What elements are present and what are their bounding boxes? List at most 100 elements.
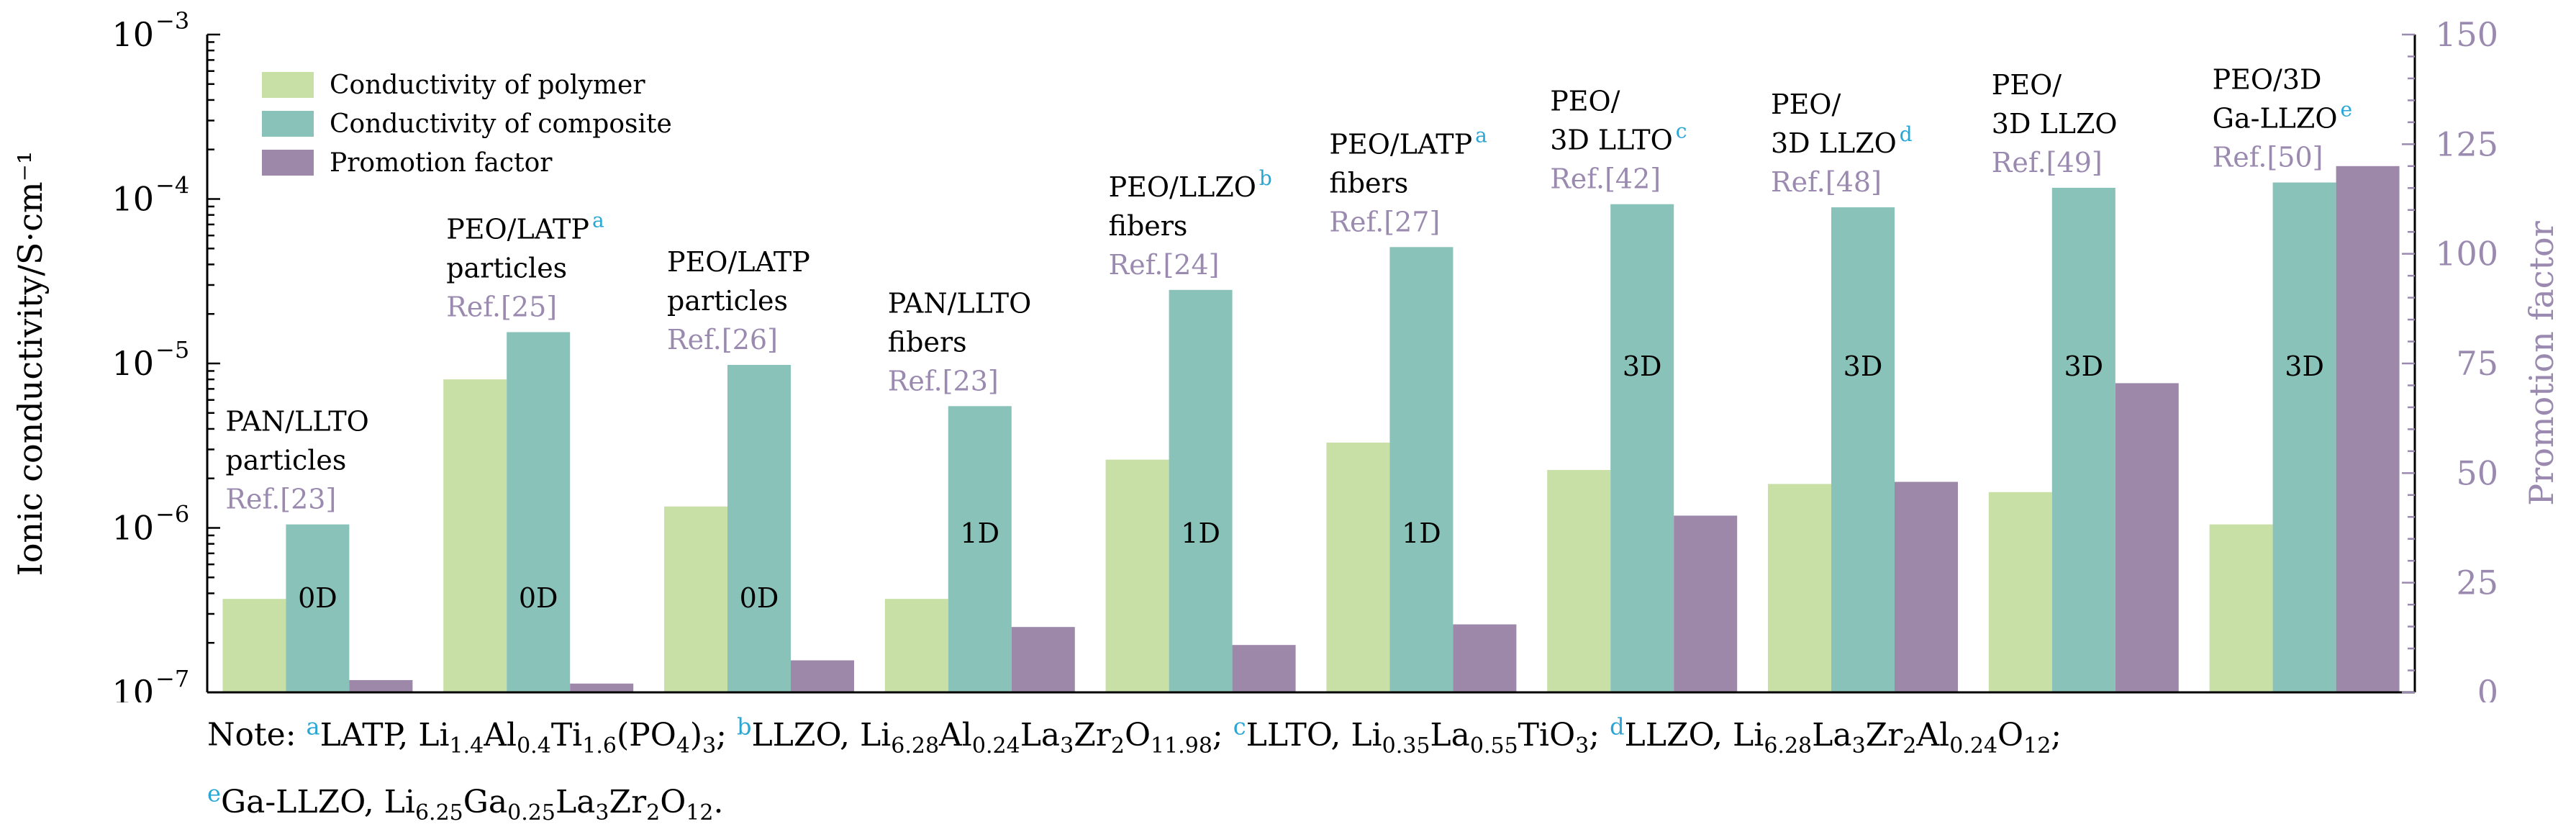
bar-composite-2 bbox=[507, 332, 571, 692]
bar-promotion-2 bbox=[570, 683, 634, 692]
axes-layer: 10−710−610−510−410 −30255075100125150Ioni… bbox=[11, 7, 2561, 702]
bar-composite-5 bbox=[1169, 289, 1233, 692]
bar-polymer-1 bbox=[222, 599, 286, 692]
group-ref-4: Ref.[23] bbox=[888, 365, 999, 397]
note-prefix: Note: bbox=[207, 716, 307, 754]
right-tick-label-2: 50 bbox=[2456, 453, 2498, 492]
bar-composite-3 bbox=[727, 365, 791, 692]
bar-polymer-5 bbox=[1105, 459, 1169, 692]
bar-composite-8 bbox=[1831, 207, 1895, 692]
bar-promotion-5 bbox=[1232, 645, 1296, 692]
bar-polymer-2 bbox=[443, 379, 507, 692]
legend-swatch-2 bbox=[262, 111, 314, 137]
left-tick-label-3: 10 bbox=[112, 180, 154, 219]
right-tick-label-0: 0 bbox=[2477, 673, 2498, 702]
left-tick-exp-2: −5 bbox=[155, 336, 189, 363]
group-label-line2-1: particles bbox=[225, 445, 346, 476]
group-ref-10: Ref.[50] bbox=[2213, 142, 2323, 173]
group-ref-6: Ref.[27] bbox=[1329, 206, 1440, 237]
group-label-line2-4: fibers bbox=[888, 326, 967, 358]
group-label-line1-10: PEO/3D bbox=[2213, 64, 2322, 96]
bar-polymer-8 bbox=[1768, 484, 1831, 692]
group-label-line1-9: PEO/ bbox=[1992, 69, 2062, 101]
right-tick-label-3: 75 bbox=[2456, 344, 2498, 383]
left-tick-exp-0: −7 bbox=[155, 665, 189, 692]
group-ref-7: Ref.[42] bbox=[1550, 163, 1661, 195]
bar-promotion-8 bbox=[1895, 481, 1958, 692]
group-label-line2-2: particles bbox=[446, 253, 567, 284]
bar-composite-4 bbox=[948, 406, 1012, 692]
bar-composite-9 bbox=[2051, 187, 2115, 692]
dimension-label-4: 1D bbox=[960, 517, 999, 549]
right-tick-label-6: 150 bbox=[2435, 15, 2498, 54]
left-tick-exp-4: −3 bbox=[155, 7, 189, 35]
bar-composite-6 bbox=[1389, 247, 1453, 693]
group-ref-1: Ref.[23] bbox=[225, 484, 336, 515]
legend: Conductivity of polymer Conductivity of c… bbox=[262, 71, 672, 178]
right-tick-label-4: 100 bbox=[2435, 235, 2498, 273]
note-item-a: aLATP, Li1.4Al0.4Ti1.6(PO4)3; bbox=[306, 712, 737, 759]
group-label-line1-5: PEO/LLZO b bbox=[1109, 166, 1272, 203]
dimension-label-7: 3D bbox=[1623, 350, 1662, 382]
dimension-label-8: 3D bbox=[1843, 350, 1883, 382]
legend-label-2: Conductivity of composite bbox=[330, 109, 672, 139]
group-label-sup-5: b bbox=[1259, 166, 1272, 190]
note-item-d: dLLZO, Li6.28La3Zr2Al0.24O12; bbox=[1610, 712, 2062, 759]
note-item-b: bLLZO, Li6.28Al0.24La3Zr2O11.98; bbox=[736, 712, 1233, 759]
bars-layer bbox=[222, 166, 2400, 693]
group-label-line1-1: PAN/LLTO bbox=[225, 406, 368, 438]
y-axis-title: Ionic conductivity/S·cm⁻¹ bbox=[11, 151, 50, 576]
group-label-sup-10: e bbox=[2340, 98, 2352, 122]
group-label-sup-8: d bbox=[1900, 122, 1913, 146]
bar-promotion-7 bbox=[1674, 515, 1738, 692]
bar-polymer-4 bbox=[884, 599, 948, 692]
group-ref-2: Ref.[25] bbox=[446, 291, 557, 323]
bar-promotion-6 bbox=[1453, 624, 1517, 692]
bar-promotion-4 bbox=[1011, 627, 1075, 692]
group-label-line2-3: particles bbox=[667, 285, 788, 317]
bar-polymer-10 bbox=[2209, 524, 2273, 692]
group-label-line2-9: 3D LLZO bbox=[1992, 108, 2118, 140]
bar-promotion-9 bbox=[2115, 383, 2179, 692]
bar-polymer-7 bbox=[1547, 470, 1611, 692]
left-tick-exp-1: −6 bbox=[155, 501, 189, 528]
dimension-label-2: 0D bbox=[519, 582, 558, 614]
bar-promotion-10 bbox=[2336, 166, 2400, 693]
legend-swatch-1 bbox=[262, 72, 314, 98]
note-item-e: eGa-LLZO, Li6.25Ga0.25La3Zr2O12. bbox=[207, 779, 724, 825]
footnote: Note: aLATP, Li1.4Al0.4Ti1.6(PO4)3; bLLZ… bbox=[207, 702, 2567, 837]
group-label-line1-2: PEO/LATP a bbox=[446, 209, 604, 245]
left-tick-exp-3: −4 bbox=[155, 172, 189, 199]
bar-polymer-3 bbox=[664, 506, 727, 692]
legend-label-3: Promotion factor bbox=[330, 148, 553, 178]
left-tick-label-2: 10 bbox=[112, 344, 154, 383]
bar-promotion-3 bbox=[791, 660, 854, 692]
bar-polymer-6 bbox=[1326, 443, 1390, 692]
dimension-label-3: 0D bbox=[740, 582, 779, 614]
dimension-label-1: 0D bbox=[298, 582, 337, 614]
group-label-line1-7: PEO/ bbox=[1550, 86, 1620, 117]
group-label-line1-6: PEO/LATP a bbox=[1329, 123, 1487, 160]
group-ref-5: Ref.[24] bbox=[1109, 249, 1220, 281]
right-tick-label-1: 25 bbox=[2456, 564, 2498, 602]
dimension-label-6: 1D bbox=[1402, 517, 1441, 549]
group-label-sup-6: a bbox=[1475, 123, 1487, 147]
group-label-line2-5: fibers bbox=[1109, 210, 1188, 242]
group-label-line1-3: PEO/LATP bbox=[667, 246, 810, 278]
dimension-label-9: 3D bbox=[2064, 350, 2103, 382]
group-label-line1-8: PEO/ bbox=[1771, 89, 1841, 120]
group-label-sup-2: a bbox=[592, 209, 604, 232]
group-ref-9: Ref.[49] bbox=[1992, 147, 2103, 178]
left-tick-label-4: 10 bbox=[112, 15, 154, 54]
right-tick-label-5: 125 bbox=[2435, 125, 2498, 163]
left-tick-label-1: 10 bbox=[112, 509, 154, 548]
bar-composite-10 bbox=[2272, 182, 2336, 693]
legend-label-1: Conductivity of polymer bbox=[330, 71, 645, 100]
bar-composite-1 bbox=[286, 524, 350, 692]
dimension-label-10: 3D bbox=[2285, 350, 2324, 382]
note-item-c: cLLTO, Li0.35La0.55TiO3; bbox=[1233, 712, 1610, 759]
dimension-label-5: 1D bbox=[1181, 517, 1220, 549]
bar-promotion-1 bbox=[349, 679, 413, 692]
bar-polymer-9 bbox=[1988, 492, 2052, 692]
